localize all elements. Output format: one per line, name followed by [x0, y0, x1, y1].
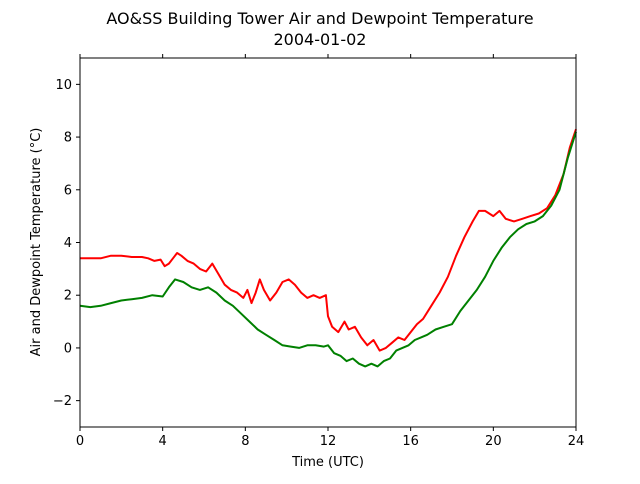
chart-subtitle: 2004-01-02 [274, 30, 367, 49]
y-tick-label: 4 [64, 236, 72, 251]
x-tick-label: 4 [159, 434, 167, 449]
series-line-0 [80, 128, 577, 352]
y-tick-label: 10 [55, 78, 72, 93]
x-axis-label: Time (UTC) [291, 455, 364, 470]
y-tick-label: 8 [64, 131, 72, 146]
y-axis: −2 0 2 4 6 8 10 [53, 78, 80, 409]
x-tick-label: 8 [241, 434, 249, 449]
y-tick-label: −2 [53, 394, 72, 409]
y-tick-label: 6 [64, 183, 72, 198]
y-axis-label: Air and Dewpoint Temperature (°C) [29, 128, 44, 357]
plot-area [80, 58, 576, 427]
x-tick-label: 20 [485, 434, 502, 449]
x-tick-label: 12 [320, 434, 337, 449]
series-layer [79, 128, 577, 368]
y-tick-label: 0 [64, 341, 72, 356]
x-axis: 0 4 8 12 16 20 24 [76, 54, 584, 449]
y-tick-label: 2 [64, 289, 72, 304]
x-tick-label: 24 [568, 434, 585, 449]
chart-title: AO&SS Building Tower Air and Dewpoint Te… [106, 9, 533, 28]
series-line-1 [79, 131, 577, 368]
x-tick-label: 0 [76, 434, 84, 449]
x-tick-label: 16 [402, 434, 419, 449]
